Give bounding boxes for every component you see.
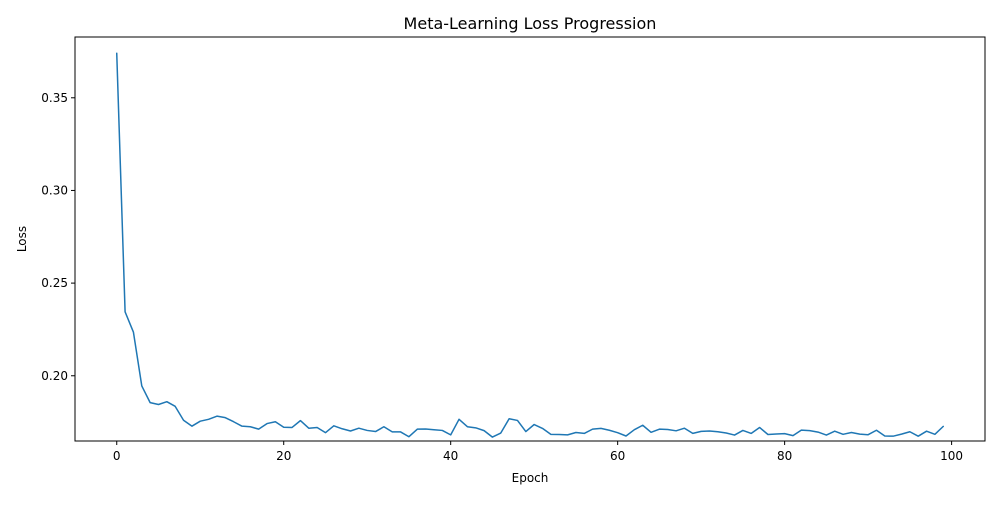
x-tick-label: 0 bbox=[113, 449, 121, 463]
x-tick-label: 100 bbox=[940, 449, 963, 463]
x-tick-label: 40 bbox=[443, 449, 458, 463]
y-tick-label: 0.35 bbox=[41, 91, 68, 105]
loss-series-line bbox=[115, 52, 945, 438]
y-tick-label: 0.25 bbox=[41, 276, 68, 290]
y-tick-label: 0.30 bbox=[41, 183, 68, 197]
plot-area-frame bbox=[74, 36, 986, 442]
chart-title: Meta-Learning Loss Progression bbox=[404, 14, 657, 33]
y-axis-label: Loss bbox=[15, 226, 29, 252]
x-axis: 0 20 40 60 80 100 bbox=[113, 441, 963, 463]
x-tick-label: 20 bbox=[276, 449, 291, 463]
x-axis-label: Epoch bbox=[512, 471, 549, 485]
x-tick-label: 80 bbox=[777, 449, 792, 463]
y-tick-label: 0.20 bbox=[41, 369, 68, 383]
x-tick-label: 60 bbox=[610, 449, 625, 463]
y-axis: 0.20 0.25 0.30 0.35 bbox=[41, 91, 75, 383]
